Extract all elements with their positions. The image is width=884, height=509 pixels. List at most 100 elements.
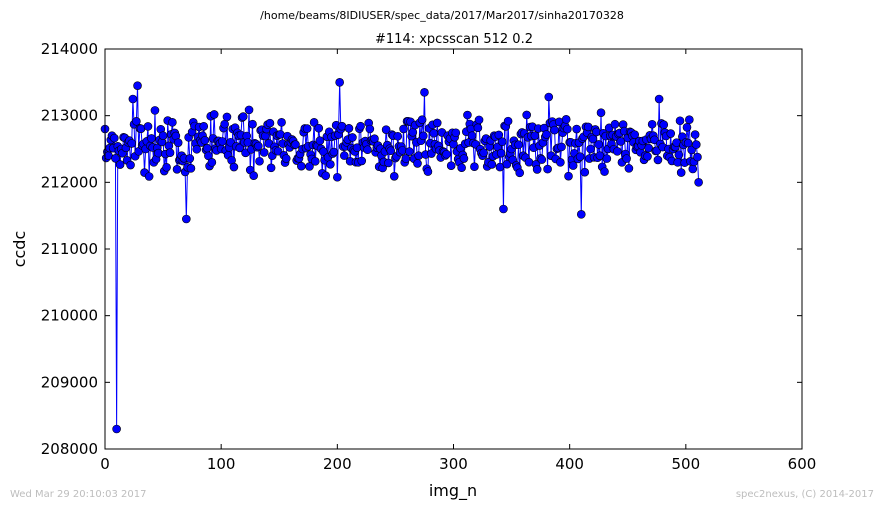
data-point xyxy=(277,118,286,127)
data-point xyxy=(398,146,407,155)
data-point xyxy=(109,133,119,143)
data-point xyxy=(147,134,156,143)
data-point xyxy=(413,159,422,168)
data-point xyxy=(348,133,357,142)
plot-marks xyxy=(100,78,703,434)
data-point xyxy=(408,128,418,137)
data-point xyxy=(220,119,229,129)
data-point xyxy=(561,115,571,124)
data-point xyxy=(474,115,484,125)
x-tick-label: 400 xyxy=(555,455,584,473)
data-point xyxy=(479,148,489,158)
data-point xyxy=(384,158,393,168)
data-point xyxy=(432,118,442,128)
x-tick-label: 100 xyxy=(207,455,236,473)
data-point xyxy=(389,172,399,181)
data-point xyxy=(542,130,551,139)
plot-frame xyxy=(104,48,803,450)
data-point xyxy=(202,143,212,153)
data-point xyxy=(568,161,578,170)
data-point xyxy=(172,165,182,174)
data-point xyxy=(647,119,657,129)
data-point xyxy=(261,131,270,141)
data-point xyxy=(132,117,141,126)
data-point xyxy=(616,137,626,146)
data-point xyxy=(329,147,339,157)
axes: 0 100 200 300 400 500 600 208000 209000 210000 211… xyxy=(41,40,817,473)
data-point xyxy=(473,123,483,133)
x-tick-label: 500 xyxy=(672,455,701,473)
data-point xyxy=(218,137,227,146)
data-point xyxy=(199,122,209,131)
data-point xyxy=(133,81,142,90)
data-point xyxy=(442,149,451,159)
data-point xyxy=(691,140,701,149)
data-point xyxy=(165,148,175,158)
footer-timestamp: Wed Mar 29 20:10:03 2017 xyxy=(10,489,147,500)
data-point xyxy=(158,131,168,140)
data-point xyxy=(602,154,612,163)
data-point xyxy=(126,160,135,170)
data-point xyxy=(451,128,461,138)
data-point xyxy=(248,119,257,129)
data-point xyxy=(420,88,429,97)
data-point xyxy=(259,148,269,157)
data-point xyxy=(344,124,354,133)
data-point xyxy=(144,172,154,181)
y-tick-label: 213000 xyxy=(41,107,98,125)
data-point xyxy=(496,148,506,158)
data-point xyxy=(694,178,703,187)
data-point xyxy=(557,142,566,152)
data-point xyxy=(467,131,477,141)
figure-suptitle: /home/beams/8IDIUSER/spec_data/2017/Mar2… xyxy=(260,9,624,22)
data-point xyxy=(685,115,694,124)
data-point xyxy=(522,110,531,120)
data-point xyxy=(363,145,372,155)
data-point xyxy=(143,122,153,131)
y-axis-label: ccdc xyxy=(10,231,29,268)
data-point xyxy=(182,214,191,224)
data-point xyxy=(273,146,283,156)
data-point xyxy=(596,108,606,118)
data-point xyxy=(265,118,275,128)
data-point xyxy=(459,154,469,163)
data-point xyxy=(365,124,375,134)
data-point xyxy=(487,160,497,169)
data-point xyxy=(319,147,328,156)
data-point xyxy=(674,150,684,160)
data-point xyxy=(423,167,433,176)
data-point xyxy=(446,161,456,170)
data-point xyxy=(356,121,365,131)
data-point xyxy=(185,154,195,163)
data-point xyxy=(499,204,508,214)
data-point xyxy=(315,136,325,146)
data-point xyxy=(266,163,276,173)
data-point xyxy=(682,123,692,132)
data-point xyxy=(572,124,581,134)
data-point xyxy=(532,165,542,174)
data-point xyxy=(575,152,585,162)
data-point xyxy=(543,164,552,174)
data-point xyxy=(690,130,700,139)
y-tick-label: 212000 xyxy=(41,173,98,191)
data-point xyxy=(594,140,604,149)
data-point xyxy=(255,156,264,166)
data-point xyxy=(200,136,210,145)
data-point xyxy=(514,140,523,150)
data-point xyxy=(600,167,609,176)
data-point xyxy=(688,164,698,174)
data-point xyxy=(207,158,217,167)
data-point xyxy=(249,171,258,180)
data-point xyxy=(302,124,312,133)
data-point xyxy=(333,172,342,182)
data-point xyxy=(150,106,160,115)
data-point xyxy=(309,118,319,127)
data-point xyxy=(244,105,254,115)
data-point xyxy=(659,120,669,129)
data-point xyxy=(173,138,183,147)
data-point xyxy=(675,116,685,126)
data-point xyxy=(226,137,235,147)
chart-title: #114: xpcsscan 512 0.2 xyxy=(375,32,533,47)
data-point xyxy=(186,164,196,173)
y-tick-label: 214000 xyxy=(41,40,98,58)
